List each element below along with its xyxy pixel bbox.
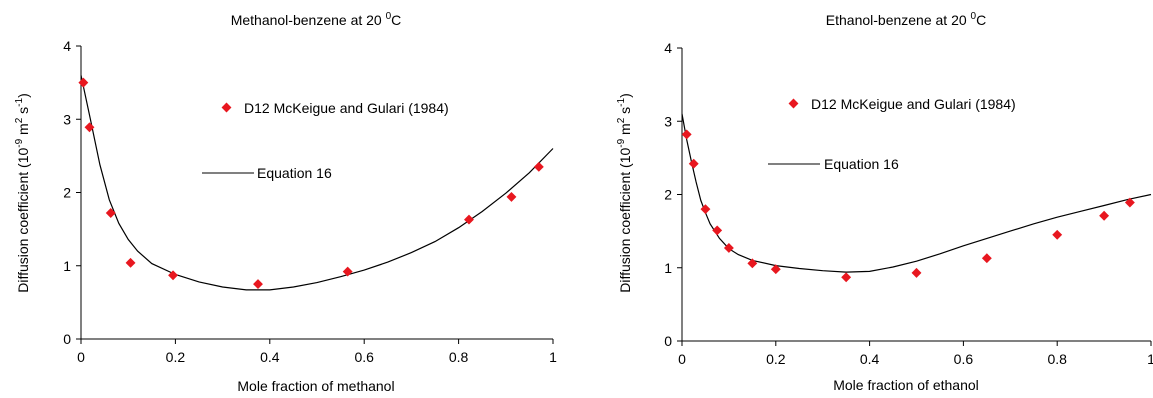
x-tick-label: 0.2 <box>166 349 186 365</box>
y-tick-label: 3 <box>664 113 672 129</box>
data-point-d12 <box>168 270 178 281</box>
chart-title-text: Ethanol-benzene at 20 <box>826 12 971 28</box>
legend-label-d12: D12 McKeigue and Gulari (1984) <box>244 100 449 116</box>
chart-panel-methanol: Methanol-benzene at 20 0C Diffusion coef… <box>14 11 557 394</box>
chart-title-sup: 0 <box>386 11 392 22</box>
data-point-d12 <box>1099 210 1110 221</box>
data-point-d12 <box>125 257 136 268</box>
y-tick-label: 1 <box>664 260 672 276</box>
equation-16-line <box>681 113 1152 273</box>
legend: D12 McKeigue and Gulari (1984) Equation … <box>768 96 1016 172</box>
legend-label-d12: D12 McKeigue and Gulari (1984) <box>811 96 1016 112</box>
data-point-d12 <box>712 225 723 236</box>
y-tick-label: 2 <box>63 185 71 201</box>
data-point-d12 <box>464 214 474 225</box>
chart-title-text: Methanol-benzene at 20 <box>231 12 386 28</box>
x-tick-label: 0.8 <box>449 349 469 365</box>
chart-title-suffix: C <box>976 12 986 28</box>
legend-label-equation: Equation 16 <box>257 165 332 181</box>
data-point-d12 <box>342 266 353 277</box>
data-point-d12 <box>681 129 692 140</box>
x-axis-label: Mole fraction of methanol <box>237 378 394 394</box>
data-point-d12 <box>1124 197 1135 208</box>
data-point-d12 <box>911 267 922 278</box>
x-tick-label: 0.4 <box>860 351 880 367</box>
data-point-d12 <box>841 272 852 283</box>
data-point-d12 <box>105 208 116 218</box>
y-tick-label: 4 <box>664 40 672 56</box>
plot-area-methanol: 0 1 2 3 4 0 0.2 0.4 0.6 0.8 1 <box>63 38 557 365</box>
y-tick-label: 1 <box>63 258 71 274</box>
data-point-d12 <box>253 279 263 290</box>
x-tick-label: 0.6 <box>954 351 974 367</box>
equation-16-line <box>80 75 554 291</box>
data-point-d12 <box>981 253 992 264</box>
data-point-d12 <box>723 243 734 253</box>
x-tick-label: 0.6 <box>354 349 374 365</box>
x-tick-label: 0 <box>77 349 85 365</box>
legend-label-equation: Equation 16 <box>824 156 899 172</box>
data-point-d12 <box>688 158 699 169</box>
chart-title: Methanol-benzene at 20 0C <box>231 11 402 28</box>
legend-diamond-marker <box>221 102 232 113</box>
y-tick-label: 0 <box>664 333 672 349</box>
x-tick-label: 0.2 <box>766 351 786 367</box>
x-tick-label: 1 <box>549 349 557 365</box>
chart-title-suffix: C <box>391 12 401 28</box>
legend: D12 McKeigue and Gulari (1984) Equation … <box>202 100 449 181</box>
y-tick-label: 3 <box>63 111 71 127</box>
plot-area-ethanol: 0 1 2 3 4 0 0.2 0.4 0.6 0.8 1 <box>664 40 1153 367</box>
y-tick-label: 4 <box>63 38 71 54</box>
x-tick-label: 1 <box>1147 351 1153 367</box>
data-point-d12 <box>1052 229 1063 240</box>
y-tick-label: 0 <box>63 331 71 347</box>
data-point-d12 <box>533 161 544 172</box>
data-point-d12 <box>700 204 711 215</box>
x-tick-label: 0.8 <box>1047 351 1067 367</box>
data-point-d12 <box>747 258 758 269</box>
x-tick-label: 0 <box>678 351 686 367</box>
data-point-d12 <box>78 77 89 88</box>
y-tick-label: 2 <box>664 187 672 203</box>
x-tick-label: 0.4 <box>260 349 280 365</box>
chart-panel-ethanol: Ethanol-benzene at 20 0C Diffusion coeff… <box>616 11 1153 393</box>
data-point-d12 <box>506 191 517 202</box>
y-axis-label: Diffusion coefficient (10-9 m2 s-1) <box>14 93 31 293</box>
legend-diamond-marker <box>788 98 799 109</box>
y-axis-label: Diffusion coefficient (10-9 m2 s-1) <box>616 93 633 293</box>
chart-title-sup: 0 <box>971 11 977 22</box>
data-point-d12 <box>770 264 781 275</box>
x-axis-label: Mole fraction of ethanol <box>833 377 979 393</box>
chart-title: Ethanol-benzene at 20 0C <box>826 11 986 28</box>
